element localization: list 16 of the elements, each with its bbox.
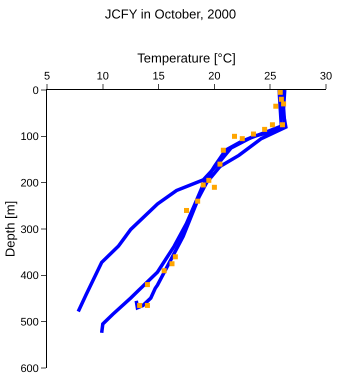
y-tick-label: 400 — [20, 270, 39, 282]
x-tick-label: 25 — [264, 70, 276, 83]
x-tick-label: 10 — [96, 70, 109, 83]
x-tick-label: 15 — [152, 70, 165, 83]
x-tick-label: 20 — [208, 70, 221, 83]
x-tick-label: 5 — [44, 70, 50, 83]
y-tick-label: 100 — [20, 131, 39, 144]
chart-title: JCFY in October, 2000 — [104, 6, 236, 22]
x-tick-label: 30 — [320, 70, 332, 83]
y-axis-title: Depth [m] — [2, 200, 18, 258]
y-tick-label: 200 — [20, 178, 39, 190]
x-axis-title: Temperature [°C] — [137, 50, 236, 66]
y-tick-label: 500 — [20, 316, 39, 329]
y-tick-label: 600 — [20, 362, 39, 375]
y-tick-label: 300 — [20, 224, 39, 236]
y-tick-label: 0 — [32, 84, 39, 97]
